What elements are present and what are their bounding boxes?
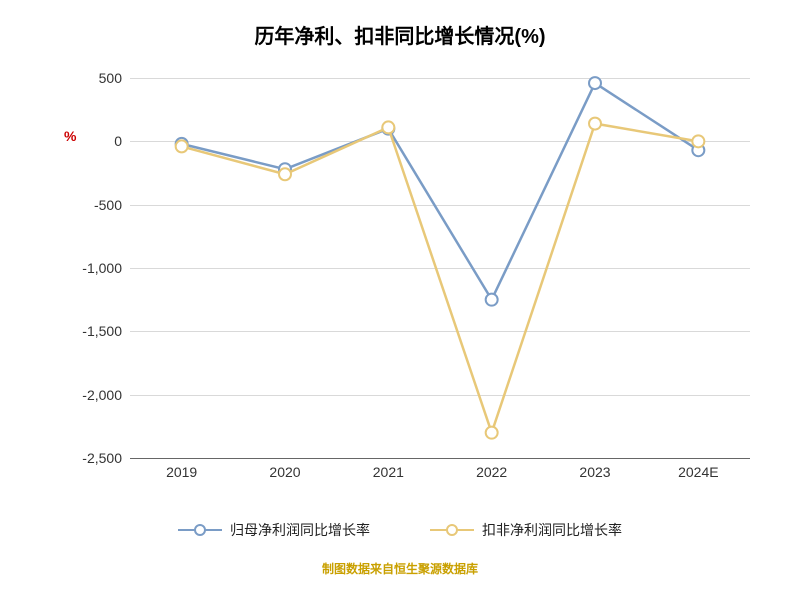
legend-label: 扣非净利润同比增长率 xyxy=(482,520,622,540)
y-tick-label: -1,000 xyxy=(82,260,130,276)
gridline xyxy=(130,458,750,459)
chart-svg xyxy=(130,78,750,458)
legend-item: 扣非净利润同比增长率 xyxy=(430,520,622,540)
x-tick-label: 2023 xyxy=(579,458,610,480)
x-tick-label: 2022 xyxy=(476,458,507,480)
data-marker xyxy=(692,135,704,147)
x-tick-label: 2019 xyxy=(166,458,197,480)
legend-marker-icon xyxy=(446,524,458,536)
series-line xyxy=(182,83,699,300)
legend-marker-icon xyxy=(194,524,206,536)
x-tick-label: 2020 xyxy=(269,458,300,480)
y-tick-label: -1,500 xyxy=(82,323,130,339)
data-marker xyxy=(589,118,601,130)
data-marker xyxy=(279,168,291,180)
legend-swatch xyxy=(178,523,222,537)
chart-credit: 制图数据来自恒生聚源数据库 xyxy=(0,560,800,577)
y-axis-label: % xyxy=(64,128,76,144)
legend: 归母净利润同比增长率 扣非净利润同比增长率 xyxy=(0,520,800,540)
y-tick-label: -2,500 xyxy=(82,450,130,466)
legend-label: 归母净利润同比增长率 xyxy=(230,520,370,540)
chart-title: 历年净利、扣非同比增长情况(%) xyxy=(0,20,800,49)
data-marker xyxy=(589,77,601,89)
y-tick-label: -2,000 xyxy=(82,387,130,403)
data-marker xyxy=(486,427,498,439)
y-tick-label: 0 xyxy=(114,133,130,149)
x-tick-label: 2021 xyxy=(373,458,404,480)
y-tick-label: 500 xyxy=(99,70,130,86)
data-marker xyxy=(486,294,498,306)
data-marker xyxy=(382,121,394,133)
y-tick-label: -500 xyxy=(94,197,130,213)
series-line xyxy=(182,124,699,433)
legend-swatch xyxy=(430,523,474,537)
x-tick-label: 2024E xyxy=(678,458,718,480)
plot-area: 5000-500-1,000-1,500-2,000-2,50020192020… xyxy=(130,78,750,458)
legend-item: 归母净利润同比增长率 xyxy=(178,520,370,540)
data-marker xyxy=(176,140,188,152)
